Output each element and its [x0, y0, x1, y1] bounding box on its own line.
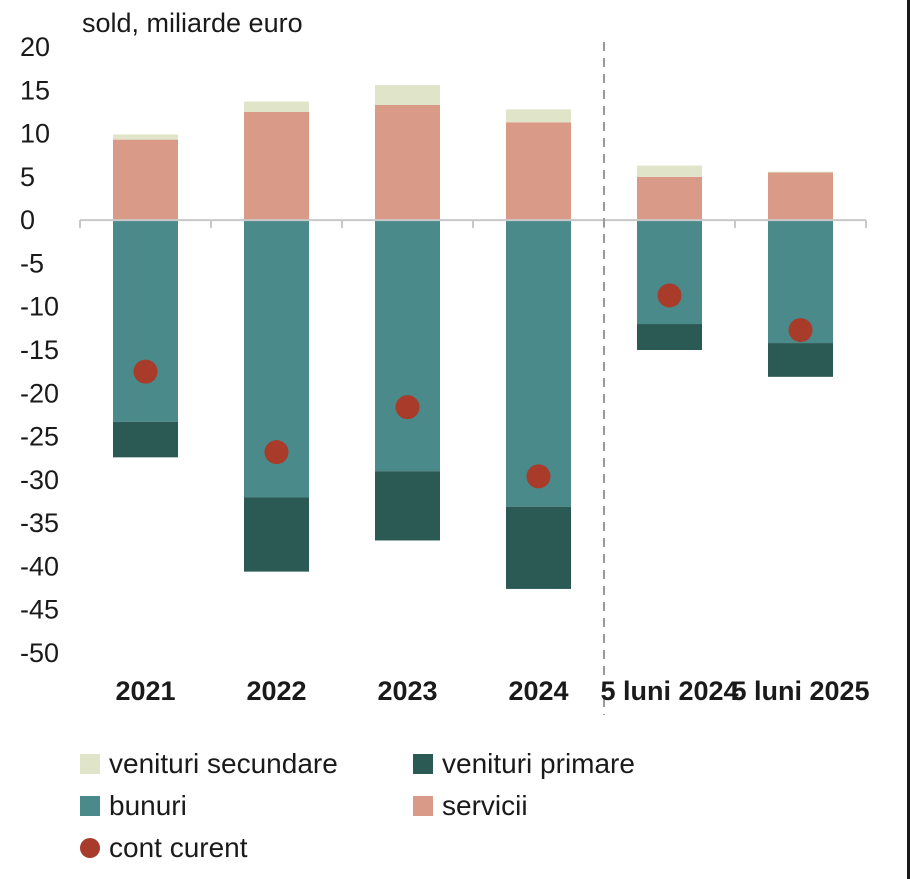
x-category-label: 5 luni 2025: [731, 676, 869, 706]
y-tick-label: 15: [20, 75, 50, 105]
y-tick-label: -45: [20, 595, 59, 625]
bar-servicii: [506, 122, 571, 221]
y-tick-label: -50: [20, 638, 59, 668]
legend-label-servicii: servicii: [442, 790, 528, 821]
legend-swatch-venituri-primare: [413, 754, 433, 774]
y-tick-label: 10: [20, 119, 50, 149]
bar-venituri-secundare: [768, 171, 833, 173]
bar-bunuri: [113, 220, 178, 422]
bar-venituri-primare: [375, 471, 440, 541]
x-category-label: 2021: [115, 676, 175, 706]
legend-swatch-bunuri: [80, 796, 100, 816]
legend-swatch-venituri-secundare: [80, 754, 100, 774]
point-cont-curent: [657, 283, 682, 308]
bar-servicii: [637, 176, 702, 221]
bar-servicii: [768, 172, 833, 221]
legend-item-bunuri: bunuri: [80, 790, 187, 822]
bar-venituri-primare: [244, 497, 309, 572]
y-tick-label: -40: [20, 551, 59, 581]
point-cont-curent: [395, 395, 420, 420]
legend-item-venituri-primare: venituri primare: [413, 748, 635, 780]
y-tick-label: -35: [20, 508, 59, 538]
y-tick-label: -20: [20, 378, 59, 408]
legend-swatch-servicii: [413, 796, 433, 816]
legend: venituri secundare venituri primare bunu…: [80, 748, 880, 873]
bar-venituri-primare: [113, 421, 178, 458]
bar-servicii: [244, 111, 309, 221]
bar-venituri-secundare: [637, 165, 702, 177]
legend-label-venituri-secundare: venituri secundare: [109, 748, 338, 779]
legend-item-venituri-secundare: venituri secundare: [80, 748, 338, 780]
bar-bunuri: [637, 220, 702, 325]
frame-edge: [907, 0, 910, 879]
legend-item-cont-curent: cont curent: [80, 832, 248, 864]
y-tick-label: -5: [20, 248, 44, 278]
bar-bunuri: [506, 220, 571, 507]
point-cont-curent: [788, 318, 813, 343]
y-tick-label: -30: [20, 465, 59, 495]
x-category-label: 2022: [246, 676, 306, 706]
y-tick-label: -15: [20, 335, 59, 365]
legend-label-venituri-primare: venituri primare: [442, 748, 635, 779]
bar-venituri-secundare: [113, 134, 178, 140]
legend-label-bunuri: bunuri: [109, 790, 187, 821]
bar-venituri-primare: [768, 343, 833, 377]
y-tick-label: 0: [20, 205, 35, 235]
bar-venituri-secundare: [244, 101, 309, 112]
bar-venituri-secundare: [375, 85, 440, 106]
chart-area: 20 15 10 5 0 -5 -10 -15 -20 -25 -30 -35 -40 -45 -50 202…: [20, 32, 870, 715]
y-tick-label: 5: [20, 162, 35, 192]
bar-servicii: [113, 139, 178, 221]
y-tick-label: -25: [20, 422, 59, 452]
y-axis-unit-label: sold, miliarde euro: [82, 8, 303, 38]
bar-venituri-primare: [506, 506, 571, 589]
y-tick-label: -10: [20, 292, 59, 322]
legend-item-servicii: servicii: [413, 790, 528, 822]
x-category-label: 2023: [377, 676, 437, 706]
legend-marker-cont-curent: [80, 838, 100, 858]
legend-label-cont-curent: cont curent: [109, 832, 248, 863]
point-cont-curent: [133, 359, 158, 384]
x-category-label: 2024: [508, 676, 568, 706]
bar-bunuri: [375, 220, 440, 472]
point-cont-curent: [264, 440, 289, 465]
bar-venituri-primare: [637, 324, 702, 350]
bar-venituri-secundare: [506, 109, 571, 123]
bar-servicii: [375, 105, 440, 221]
x-category-label: 5 luni 2024: [600, 676, 738, 706]
y-tick-label: 20: [20, 32, 50, 62]
point-cont-curent: [526, 464, 551, 489]
